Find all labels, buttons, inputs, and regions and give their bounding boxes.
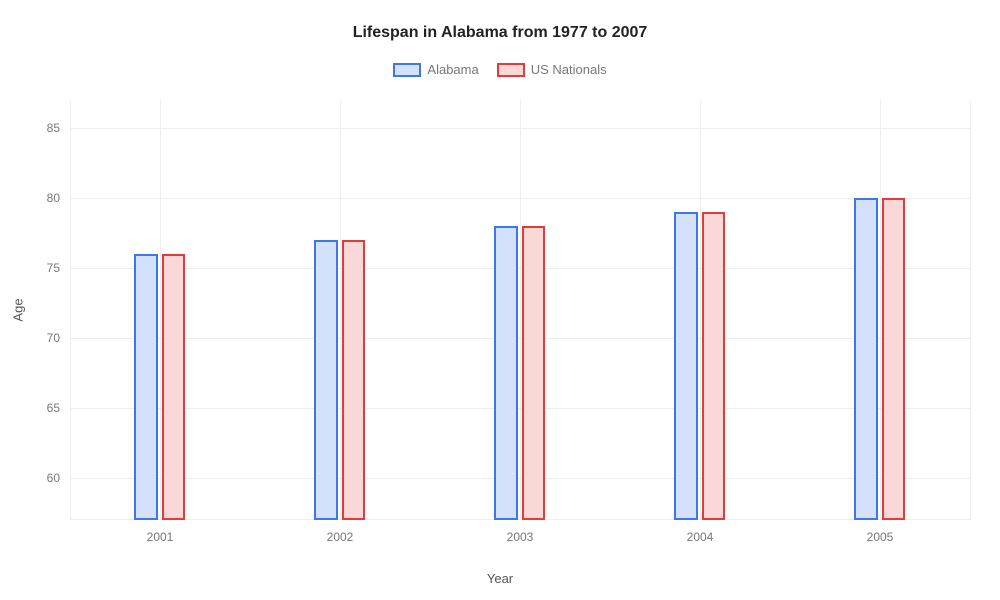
- bar-us-nationals: [162, 254, 185, 520]
- y-tick-label: 60: [47, 471, 70, 485]
- y-tick-label: 75: [47, 261, 70, 275]
- legend-item-us-nationals: US Nationals: [497, 62, 607, 77]
- x-tick-label: 2001: [147, 520, 174, 544]
- x-tick-label: 2004: [687, 520, 714, 544]
- y-axis-label: Age: [11, 298, 26, 321]
- bar-us-nationals: [342, 240, 365, 520]
- legend: Alabama US Nationals: [0, 62, 1000, 77]
- x-tick-label: 2002: [327, 520, 354, 544]
- x-tick-label: 2005: [867, 520, 894, 544]
- gridline-vertical: [880, 100, 881, 520]
- bar-us-nationals: [702, 212, 725, 520]
- x-tick-label: 2003: [507, 520, 534, 544]
- bar-us-nationals: [882, 198, 905, 520]
- y-axis-line: [70, 100, 71, 520]
- bar-us-nationals: [522, 226, 545, 520]
- legend-label-alabama: Alabama: [427, 62, 478, 77]
- legend-label-us-nationals: US Nationals: [531, 62, 607, 77]
- legend-swatch-us-nationals: [497, 63, 525, 77]
- gridline-vertical: [970, 100, 971, 520]
- x-axis-label: Year: [0, 571, 1000, 586]
- legend-item-alabama: Alabama: [393, 62, 478, 77]
- plot-area: 60657075808520012002200320042005: [70, 100, 970, 520]
- legend-swatch-alabama: [393, 63, 421, 77]
- bar-alabama: [314, 240, 337, 520]
- y-tick-label: 85: [47, 121, 70, 135]
- y-tick-label: 80: [47, 191, 70, 205]
- gridline-vertical: [160, 100, 161, 520]
- gridline-vertical: [340, 100, 341, 520]
- chart-container: Lifespan in Alabama from 1977 to 2007 Al…: [0, 0, 1000, 600]
- y-tick-label: 65: [47, 401, 70, 415]
- bar-alabama: [674, 212, 697, 520]
- bar-alabama: [134, 254, 157, 520]
- chart-title: Lifespan in Alabama from 1977 to 2007: [0, 24, 1000, 42]
- gridline-vertical: [520, 100, 521, 520]
- y-tick-label: 70: [47, 331, 70, 345]
- gridline-vertical: [700, 100, 701, 520]
- bar-alabama: [494, 226, 517, 520]
- bar-alabama: [854, 198, 877, 520]
